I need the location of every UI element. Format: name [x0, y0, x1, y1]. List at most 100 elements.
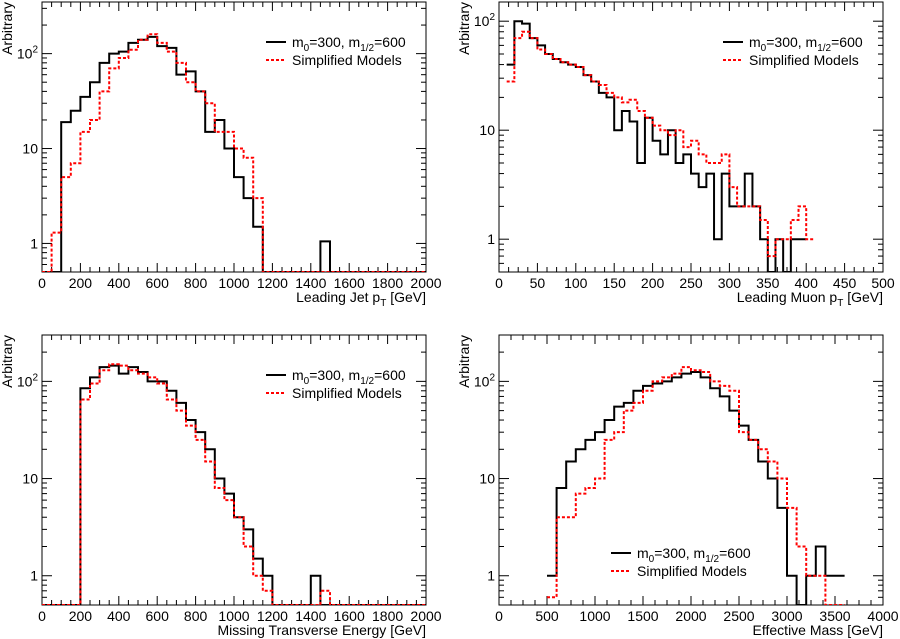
panel-missing-transverse-energy: 0 200 400 600 800 1000 1200 1400 1600 1800 2000 1 10… — [0, 334, 442, 638]
legend-label-text: =300, m — [654, 545, 705, 561]
x-tick-label: 1500 — [627, 608, 658, 624]
y-tick-label: 1 — [487, 568, 495, 584]
legend-label: m0=300, m1/2=600 — [292, 367, 406, 387]
x-tick-label: 400 — [107, 608, 131, 624]
legend-label-text: m — [292, 367, 304, 383]
y-tick-label-base: 1 — [487, 568, 495, 584]
y-tick-label: 102 — [17, 45, 39, 62]
x-tick-label: 600 — [146, 608, 170, 624]
x-tick-label: 400 — [107, 275, 131, 291]
y-tick-label-base: 1 — [487, 231, 495, 247]
legend-label: m0=300, m1/2=600 — [749, 34, 863, 54]
y-tick-label-base: 10 — [474, 373, 490, 389]
legend-label-subscript: 1/2 — [817, 43, 831, 54]
legend-label-text: m — [637, 545, 649, 561]
x-tick-label: 200 — [69, 275, 93, 291]
y-axis-title: Arbitrary — [0, 2, 15, 55]
legend-label-subscript: 1/2 — [705, 554, 719, 565]
y-tick-label-base: 10 — [479, 122, 495, 138]
x-tick-label: 100 — [564, 275, 588, 291]
legend-label: Simplified Models — [292, 385, 402, 401]
x-tick-label: 150 — [603, 275, 627, 291]
legend-label-text: =300, m — [766, 34, 817, 50]
y-axis-title: Arbitrary — [456, 335, 472, 388]
y-tick-label-base: 1 — [30, 568, 38, 584]
x-tick-label: 1800 — [372, 275, 403, 291]
x-axis-title-main: Missing Transverse Energy [GeV] — [217, 622, 426, 638]
legend-label-subscript: 0 — [761, 43, 767, 54]
legend-label-subscript: 0 — [304, 376, 310, 387]
legend-label-text: Simplified Models — [637, 563, 747, 579]
x-tick-label: 1000 — [579, 608, 610, 624]
y-tick-label-base: 10 — [474, 13, 490, 29]
x-tick-label: 2000 — [410, 608, 441, 624]
legend-label-text: =600 — [831, 34, 863, 50]
legend-label: Simplified Models — [637, 563, 747, 579]
x-tick-label: 0 — [38, 608, 46, 624]
y-tick-label-exponent: 2 — [489, 372, 495, 383]
legend-label: Simplified Models — [292, 52, 402, 68]
x-tick-label: 500 — [871, 275, 895, 291]
x-tick-label: 350 — [756, 275, 780, 291]
x-tick-label: 300 — [718, 275, 742, 291]
x-tick-label: 1400 — [295, 608, 326, 624]
legend-label-text: Simplified Models — [749, 52, 859, 68]
x-tick-label: 800 — [184, 275, 208, 291]
x-axis-title-main: Leading Jet p — [296, 289, 380, 305]
legend-label-subscript: 1/2 — [360, 43, 374, 54]
x-tick-label: 200 — [641, 275, 665, 291]
legend-label-text: Simplified Models — [292, 52, 402, 68]
legend-label-text: =600 — [719, 545, 751, 561]
legend-label: m0=300, m1/2=600 — [637, 545, 751, 565]
x-tick-label: 1600 — [334, 275, 365, 291]
x-tick-label: 200 — [69, 608, 93, 624]
x-tick-label: 400 — [795, 275, 819, 291]
y-tick-label: 1 — [487, 231, 495, 247]
legend-label-text: =300, m — [309, 34, 360, 50]
y-tick-label-base: 10 — [22, 471, 38, 487]
x-tick-label: 2000 — [410, 275, 441, 291]
y-tick-label: 10 — [479, 122, 495, 138]
series-m0-300-histogram — [42, 35, 426, 272]
panel-effective-mass: 0 500 1000 1500 2000 2500 3000 3500 4000110102Ar… — [456, 334, 899, 638]
y-tick-label-base: 10 — [17, 46, 33, 62]
series-simplified-models-histogram — [42, 363, 426, 605]
x-axis-title-main: Leading Muon p — [737, 289, 838, 305]
y-axis-title: Arbitrary — [0, 335, 15, 388]
x-tick-label: 800 — [184, 608, 208, 624]
x-tick-label: 4000 — [867, 608, 898, 624]
x-axis-title-unit: [GeV] — [386, 289, 426, 305]
series-m0-300-histogram — [547, 370, 845, 605]
x-axis-title: Leading Muon pT [GeV] — [737, 289, 883, 309]
legend-label-subscript: 1/2 — [360, 376, 374, 387]
y-tick-label-base: 10 — [17, 373, 33, 389]
x-tick-label: 1200 — [257, 275, 288, 291]
x-tick-label: 1200 — [257, 608, 288, 624]
y-tick-label: 1 — [30, 568, 38, 584]
x-tick-label: 600 — [146, 275, 170, 291]
legend-label-text: =600 — [374, 34, 406, 50]
x-axis-title-main: Effective Mass [GeV] — [753, 622, 883, 638]
y-tick-label-exponent: 2 — [32, 45, 38, 56]
x-tick-label: 450 — [833, 275, 857, 291]
x-tick-label: 2500 — [723, 608, 754, 624]
y-tick-label: 1 — [30, 235, 38, 251]
x-tick-label: 1400 — [295, 275, 326, 291]
x-tick-label: 0 — [38, 275, 46, 291]
legend-label-text: =300, m — [309, 367, 360, 383]
x-axis-title: Leading Jet pT [GeV] — [296, 289, 426, 309]
x-tick-label: 250 — [679, 275, 703, 291]
legend-label-subscript: 0 — [649, 554, 655, 565]
y-tick-label-base: 10 — [22, 141, 38, 157]
y-tick-label: 10 — [479, 471, 495, 487]
x-tick-label: 1600 — [334, 608, 365, 624]
x-tick-label: 0 — [495, 275, 503, 291]
x-tick-label: 3000 — [771, 608, 802, 624]
y-tick-label: 102 — [474, 372, 496, 389]
y-tick-label: 10 — [22, 141, 38, 157]
series-simplified-models-histogram — [547, 366, 845, 605]
legend-label-text: m — [749, 34, 761, 50]
legend-label-text: m — [292, 34, 304, 50]
